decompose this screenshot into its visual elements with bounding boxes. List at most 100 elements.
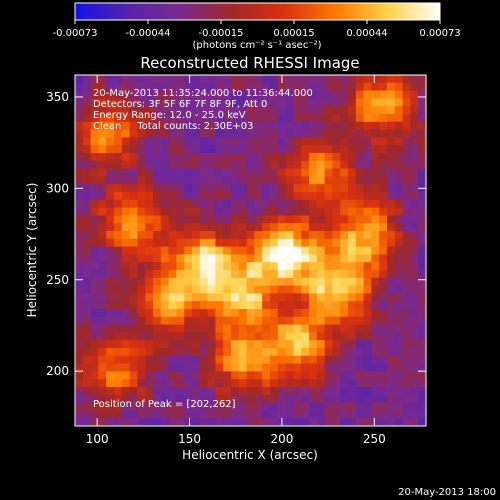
heatmap-cell bbox=[184, 238, 193, 248]
heatmap-cell bbox=[387, 168, 396, 177]
heatmap-cell bbox=[153, 332, 162, 341]
heatmap-cell bbox=[90, 98, 99, 107]
heatmap-cell bbox=[223, 129, 232, 138]
heatmap-cell bbox=[262, 387, 271, 396]
heatmap-cell bbox=[145, 270, 154, 279]
heatmap-cell bbox=[254, 309, 263, 318]
heatmap-cell bbox=[176, 418, 185, 426]
heatmap-cell bbox=[82, 387, 92, 396]
heatmap-cell bbox=[254, 129, 263, 138]
heatmap-cell bbox=[121, 277, 131, 287]
heatmap-cell bbox=[348, 82, 357, 92]
heatmap-cell bbox=[394, 293, 404, 302]
heatmap-cell bbox=[262, 293, 271, 302]
heatmap-cell bbox=[394, 145, 404, 154]
heatmap-cell bbox=[199, 137, 209, 146]
heatmap-cell bbox=[379, 340, 388, 349]
heatmap-cell bbox=[355, 75, 365, 84]
heatmap-cell bbox=[129, 98, 138, 107]
heatmap-cell bbox=[153, 176, 162, 185]
heatmap-cell bbox=[394, 262, 404, 271]
heatmap-cell bbox=[332, 114, 341, 123]
heatmap-cell bbox=[238, 371, 248, 380]
heatmap-cell bbox=[238, 106, 248, 115]
heatmap-cell bbox=[340, 199, 349, 209]
heatmap-cell bbox=[340, 121, 349, 131]
heatmap-cell bbox=[153, 114, 162, 123]
heatmap-cell bbox=[168, 160, 177, 170]
heatmap-cell bbox=[277, 231, 287, 240]
heatmap-cell bbox=[106, 75, 115, 84]
heatmap-cell bbox=[363, 153, 372, 162]
heatmap-cell bbox=[355, 410, 365, 419]
heatmap-cell bbox=[316, 145, 326, 154]
heatmap-cell bbox=[129, 168, 138, 177]
heatmap-cell bbox=[137, 394, 146, 404]
heatmap-cell bbox=[387, 231, 396, 240]
heatmap-cell bbox=[215, 106, 224, 115]
heatmap-cell bbox=[223, 355, 232, 365]
heatmap-cell bbox=[254, 137, 263, 146]
heatmap-cell bbox=[355, 394, 365, 404]
heatmap-cell bbox=[402, 223, 411, 232]
heatmap-cell bbox=[98, 316, 107, 326]
heatmap-cell bbox=[82, 106, 92, 115]
heatmap-cell bbox=[418, 270, 426, 279]
heatmap-cell bbox=[207, 82, 216, 92]
heatmap-cell bbox=[285, 309, 294, 318]
heatmap-cell bbox=[145, 301, 154, 310]
heatmap-cell bbox=[394, 82, 404, 92]
heatmap-cell bbox=[316, 262, 326, 271]
heatmap-cell bbox=[301, 98, 310, 107]
heatmap-cell bbox=[168, 75, 177, 84]
heatmap-cell bbox=[168, 309, 177, 318]
heatmap-cell bbox=[309, 262, 318, 271]
colorbar-tick-label: -0.00073 bbox=[53, 28, 98, 39]
heatmap-cell bbox=[301, 316, 310, 326]
heatmap-cell bbox=[277, 207, 287, 216]
heatmap-cell bbox=[324, 207, 333, 216]
heatmap-cell bbox=[215, 192, 224, 201]
x-tick-label: 100 bbox=[86, 432, 109, 446]
heatmap-cell bbox=[394, 106, 404, 115]
heatmap-cell bbox=[355, 332, 365, 341]
heatmap-cell bbox=[82, 332, 92, 341]
heatmap-cell bbox=[238, 153, 248, 162]
heatmap-cell bbox=[379, 153, 388, 162]
heatmap-cell bbox=[153, 184, 162, 193]
heatmap-cell bbox=[98, 418, 107, 426]
heatmap-cell bbox=[355, 106, 365, 115]
heatmap-cell bbox=[402, 184, 411, 193]
heatmap-cell bbox=[418, 90, 426, 99]
heatmap-cell bbox=[371, 98, 380, 107]
heatmap-cell bbox=[145, 121, 154, 131]
heatmap-cell bbox=[387, 238, 396, 248]
heatmap-cell bbox=[184, 153, 193, 162]
heatmap-cell bbox=[293, 410, 302, 419]
heatmap-cell bbox=[82, 262, 92, 271]
heatmap-cell bbox=[207, 371, 216, 380]
heatmap-cell bbox=[394, 223, 404, 232]
heatmap-cell bbox=[246, 254, 255, 263]
heatmap-cell bbox=[371, 394, 380, 404]
heatmap-cell bbox=[355, 129, 365, 138]
heatmap-cell bbox=[309, 184, 318, 193]
heatmap-cell bbox=[106, 340, 115, 349]
heatmap-cell bbox=[355, 402, 365, 411]
heatmap-cell bbox=[160, 394, 170, 404]
heatmap-cell bbox=[90, 215, 99, 224]
heatmap-cell bbox=[293, 223, 302, 232]
heatmap-cell bbox=[231, 75, 240, 84]
heatmap-cell bbox=[348, 402, 357, 411]
heatmap-cell bbox=[168, 114, 177, 123]
heatmap-cell bbox=[231, 121, 240, 131]
heatmap-cell bbox=[316, 277, 326, 287]
heatmap-cell bbox=[160, 82, 170, 92]
heatmap-cell bbox=[293, 262, 302, 271]
heatmap-cell bbox=[82, 371, 92, 380]
heatmap-cell bbox=[223, 231, 232, 240]
peak-position-label: Position of Peak = [202,262] bbox=[93, 399, 236, 410]
heatmap-cell bbox=[98, 238, 107, 248]
heatmap-cell bbox=[82, 207, 92, 216]
heatmap-cell bbox=[223, 324, 232, 333]
